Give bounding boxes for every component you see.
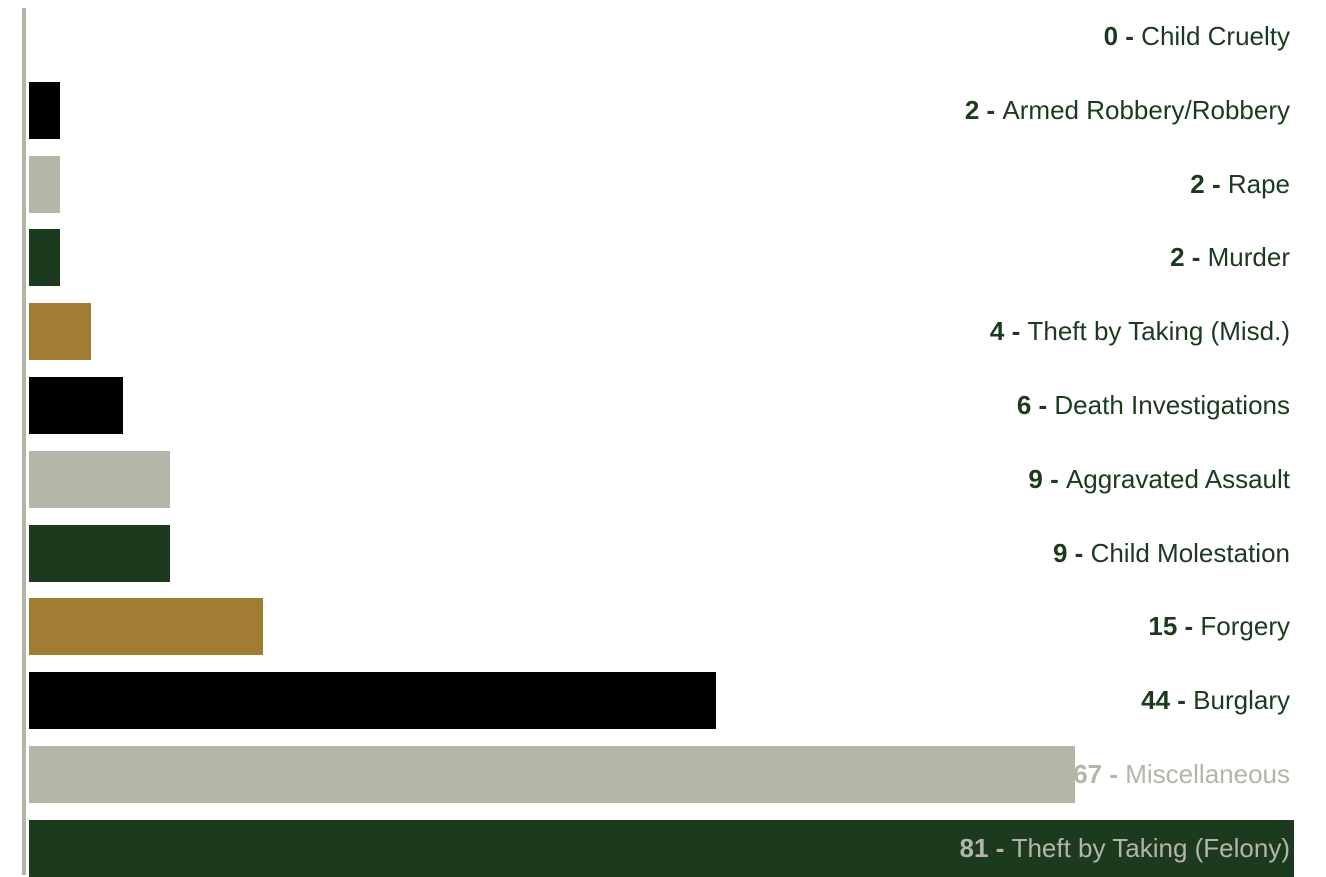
value-separator: - [988,832,1012,863]
value-separator: - [1170,685,1194,716]
bar-label: 9 - Aggravated Assault [1028,451,1290,508]
bar [29,672,717,730]
category-label: Theft by Taking (Felony) [1011,832,1290,863]
value-separator: - [1031,390,1055,420]
bar [29,229,61,287]
value-separator: - [979,94,1003,125]
bar-value-label: 6 [1016,390,1032,420]
category-label: Burglary [1193,685,1290,716]
bar [29,746,1076,803]
bar [29,598,264,656]
bar-label: 15 - Forgery [1148,598,1290,655]
value-separator: - [1042,463,1066,494]
bar-row: 15 - Forgery [0,598,1326,656]
bar-value-label: 9 [1052,537,1068,568]
bar [29,819,1294,877]
category-label: Armed Robbery/Robbery [1002,94,1290,125]
bar-label: 4 - Theft by Taking (Misd.) [990,303,1290,360]
bar [29,81,61,139]
category-label: Forgery [1200,611,1290,642]
bar-value-label: 0 [1103,21,1119,51]
bar-value-label: 15 [1148,611,1178,642]
bar-label: 2 - Armed Robbery/Robbery [965,82,1290,139]
value-separator: - [1118,21,1142,51]
value-separator: - [1177,611,1201,642]
value-separator: - [1102,759,1126,789]
category-label: Rape [1227,168,1290,199]
bar-label: 67 - Miscellaneous [1073,746,1290,803]
bar-value-label: 2 [964,94,980,125]
value-separator: - [1204,168,1228,199]
bar-value-label: 4 [989,316,1005,347]
bar-row: 0 - Child Cruelty [0,8,1326,65]
bar-value-label: 9 [1028,463,1043,494]
bar-row: 4 - Theft by Taking (Misd.) [0,303,1326,361]
bar [29,303,92,361]
bar-row: 81 - Theft by Taking (Felony) [0,819,1326,877]
bar-value-label: 2 [1170,242,1185,273]
value-separator: - [1184,242,1208,273]
value-separator: - [1067,537,1091,568]
category-label: Child Molestation [1090,537,1290,568]
bar [29,524,170,582]
bar [29,377,123,434]
bar-label: 81 - Theft by Taking (Felony) [960,820,1290,877]
category-label: Theft by Taking (Misd.) [1027,316,1290,347]
bar-row: 67 - Miscellaneous [0,746,1326,803]
bar-row: 2 - Armed Robbery/Robbery [0,81,1326,139]
bar-label: 2 - Rape [1190,156,1290,213]
bar-row: 44 - Burglary [0,672,1326,730]
bar-row: 9 - Aggravated Assault [0,450,1326,508]
bar [29,155,61,213]
bar-label: 44 - Burglary [1141,672,1290,729]
bar-value-label: 67 [1073,759,1103,789]
bar-label: 0 - Child Cruelty [1104,8,1290,65]
category-label: Miscellaneous [1125,759,1290,789]
bar-label: 6 - Death Investigations [1017,377,1290,434]
bar-row: 9 - Child Molestation [0,524,1326,582]
value-separator: - [1004,316,1028,347]
bar-value-label: 2 [1190,168,1205,199]
y-axis-line [22,8,26,875]
bar-value-label: 81 [959,832,989,863]
bar-row: 2 - Rape [0,155,1326,213]
bar [29,450,170,508]
category-label: Death Investigations [1054,390,1290,420]
bar-label: 2 - Murder [1170,229,1290,286]
bar-row: 6 - Death Investigations [0,377,1326,434]
category-label: Murder [1207,242,1290,273]
bar-value-label: 44 [1141,685,1171,716]
category-label: Aggravated Assault [1065,463,1290,494]
bar-row: 2 - Murder [0,229,1326,287]
category-label: Child Cruelty [1141,21,1290,51]
bar-label: 9 - Child Molestation [1053,525,1290,582]
